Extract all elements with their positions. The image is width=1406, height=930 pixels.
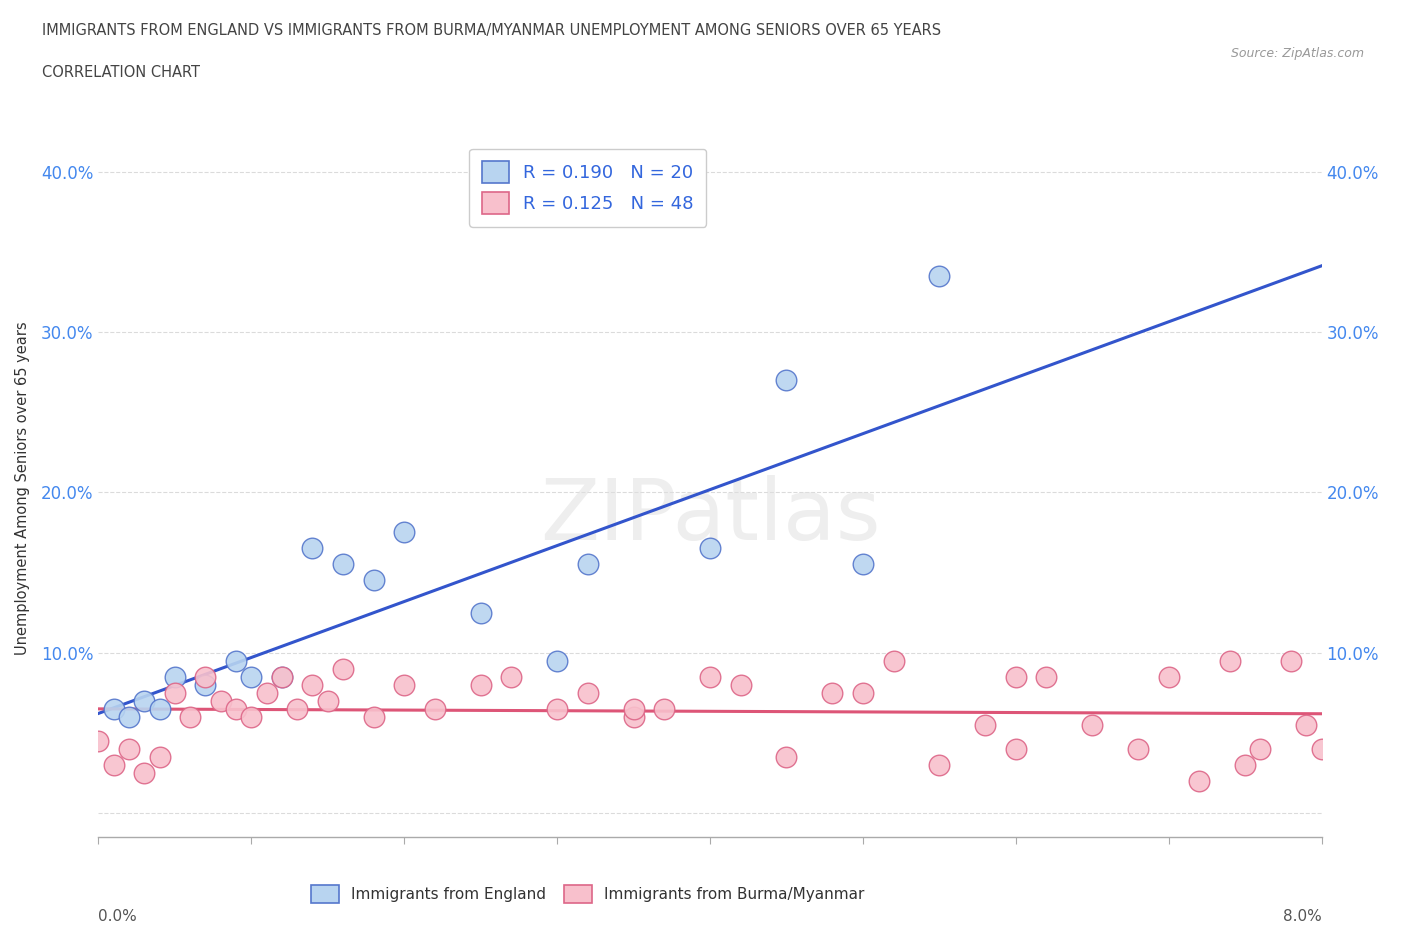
Point [1234,757,1257,772]
Point [1310,741,1333,756]
Point [623,701,645,716]
Point [775,373,797,388]
Point [118,741,141,756]
Point [1279,653,1302,668]
Point [852,685,875,700]
Point [546,701,568,716]
Point [332,557,354,572]
Point [623,710,645,724]
Point [301,541,323,556]
Point [332,661,354,676]
Point [240,670,263,684]
Point [699,541,721,556]
Point [1004,741,1026,756]
Point [149,701,172,716]
Point [1081,717,1104,732]
Point [87,734,110,749]
Point [103,701,125,716]
Point [576,685,599,700]
Point [256,685,278,700]
Point [423,701,446,716]
Point [1188,774,1211,789]
Point [470,605,492,620]
Legend: Immigrants from England, Immigrants from Burma/Myanmar: Immigrants from England, Immigrants from… [305,879,870,910]
Point [652,701,675,716]
Point [134,693,156,708]
Point [546,653,568,668]
Point [730,677,752,692]
Point [699,670,721,684]
Text: IMMIGRANTS FROM ENGLAND VS IMMIGRANTS FROM BURMA/MYANMAR UNEMPLOYMENT AMONG SENI: IMMIGRANTS FROM ENGLAND VS IMMIGRANTS FR… [42,23,941,38]
Point [852,557,875,572]
Point [1295,717,1317,732]
Point [240,710,263,724]
Point [363,573,385,588]
Text: 8.0%: 8.0% [1282,910,1322,924]
Point [134,765,156,780]
Text: 0.0%: 0.0% [98,910,138,924]
Point [194,677,217,692]
Point [270,670,294,684]
Point [928,757,950,772]
Point [392,677,416,692]
Point [1157,670,1180,684]
Point [163,685,186,700]
Point [821,685,844,700]
Point [301,677,323,692]
Point [974,717,997,732]
Point [225,701,247,716]
Point [103,757,125,772]
Point [285,701,308,716]
Point [270,670,294,684]
Point [392,525,416,539]
Point [883,653,905,668]
Point [1035,670,1057,684]
Point [149,750,172,764]
Point [576,557,599,572]
Point [316,693,339,708]
Point [501,670,523,684]
Point [179,710,201,724]
Point [363,710,385,724]
Point [1219,653,1241,668]
Point [775,750,797,764]
Point [1128,741,1150,756]
Point [225,653,247,668]
Point [118,710,141,724]
Point [209,693,232,708]
Text: CORRELATION CHART: CORRELATION CHART [42,65,200,80]
Point [1004,670,1026,684]
Y-axis label: Unemployment Among Seniors over 65 years: Unemployment Among Seniors over 65 years [15,322,30,655]
Point [928,269,950,284]
Point [470,677,492,692]
Text: Source: ZipAtlas.com: Source: ZipAtlas.com [1230,46,1364,60]
Point [163,670,186,684]
Text: ZIPatlas: ZIPatlas [540,474,880,558]
Point [194,670,217,684]
Point [1249,741,1271,756]
